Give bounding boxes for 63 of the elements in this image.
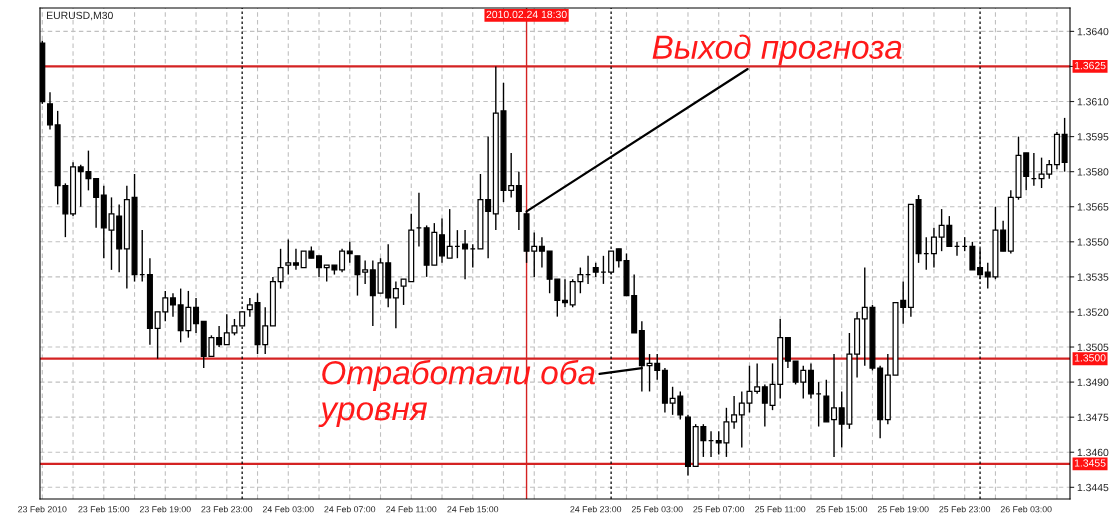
ref-line-label: 1.3500: [1074, 354, 1106, 362]
candlestick: [292, 248, 299, 271]
candlestick: [339, 248, 346, 273]
chart-title: EURUSD,M30: [47, 11, 113, 21]
y-tick-label: 1.3640: [1077, 27, 1109, 36]
candlestick: [316, 255, 323, 278]
candlestick: [285, 238, 292, 276]
x-tick-label: 23 Feb 2010: [18, 505, 67, 513]
candlestick: [969, 241, 976, 271]
y-tick-label: 1.3610: [1077, 98, 1109, 106]
candlestick: [46, 91, 54, 131]
y-tick-label: 1.3535: [1077, 273, 1109, 281]
x-tick-label: 23 Feb 19:00: [139, 505, 191, 513]
x-tick-label: 24 Feb 03:00: [262, 505, 314, 513]
y-tick-label: 1.3565: [1077, 203, 1109, 211]
x-tick-label: 23 Feb 23:00: [201, 505, 253, 513]
candlestick: [831, 353, 838, 458]
candlestick: [1000, 220, 1007, 252]
x-tick-label: 25 Feb 03:00: [631, 505, 683, 513]
y-tick-label: 1.3520: [1077, 308, 1109, 316]
candlestick: [807, 362, 814, 400]
x-tick-label: 24 Feb 15:00: [447, 505, 499, 513]
candlestick: [93, 177, 100, 229]
candlestick: [169, 292, 176, 318]
candlestick: [538, 236, 545, 269]
candlestick: [731, 395, 738, 430]
candlestick: [485, 135, 492, 259]
candlestick: [354, 255, 361, 297]
annotation: Выход прогноза: [652, 34, 902, 66]
candlestick: [193, 297, 200, 334]
candlestick: [930, 227, 937, 269]
x-tick-label: 25 Feb 11:00: [755, 505, 806, 513]
x-tick-label: 25 Feb 07:00: [693, 505, 745, 513]
y-tick-label: 1.3445: [1077, 483, 1109, 492]
candlestick: [346, 241, 353, 264]
candlestick: [277, 248, 284, 290]
candlestick: [446, 208, 453, 259]
y-tick-label: 1.3550: [1077, 238, 1109, 246]
ref-line-label: 1.3625: [1074, 61, 1106, 70]
y-tick-label: 1.3580: [1077, 168, 1109, 176]
y-tick-label: 1.3475: [1077, 413, 1109, 422]
x-tick-label: 24 Feb 11:00: [386, 505, 437, 513]
y-tick-label: 1.3490: [1077, 378, 1109, 386]
candlestick: [977, 248, 984, 280]
candlestick: [784, 336, 791, 369]
x-tick-label: 24 Feb 07:00: [324, 505, 376, 513]
x-tick-label: 23 Feb 15:00: [78, 505, 130, 513]
candlestick: [438, 217, 446, 264]
ref-line-label: 1.3455: [1074, 459, 1106, 467]
x-tick-label: 25 Feb 23:00: [939, 505, 991, 513]
candlestick: [392, 280, 399, 330]
x-tick-label: 25 Feb 19:00: [877, 505, 929, 513]
ref-line-label: 2010.02.24 18:30: [486, 10, 567, 19]
candlestick: [462, 229, 469, 280]
x-tick-label: 26 Feb 03:00: [1000, 505, 1052, 513]
candlestick: [362, 259, 369, 285]
candlestick: [216, 325, 223, 348]
y-tick-label: 1.3505: [1077, 343, 1109, 351]
y-tick-label: 1.3460: [1077, 448, 1109, 457]
candlestick: [561, 278, 569, 308]
x-tick-label: 24 Feb 23:00: [570, 505, 622, 513]
x-tick-label: 25 Feb 15:00: [816, 505, 868, 513]
y-tick-label: 1.3595: [1077, 133, 1109, 141]
